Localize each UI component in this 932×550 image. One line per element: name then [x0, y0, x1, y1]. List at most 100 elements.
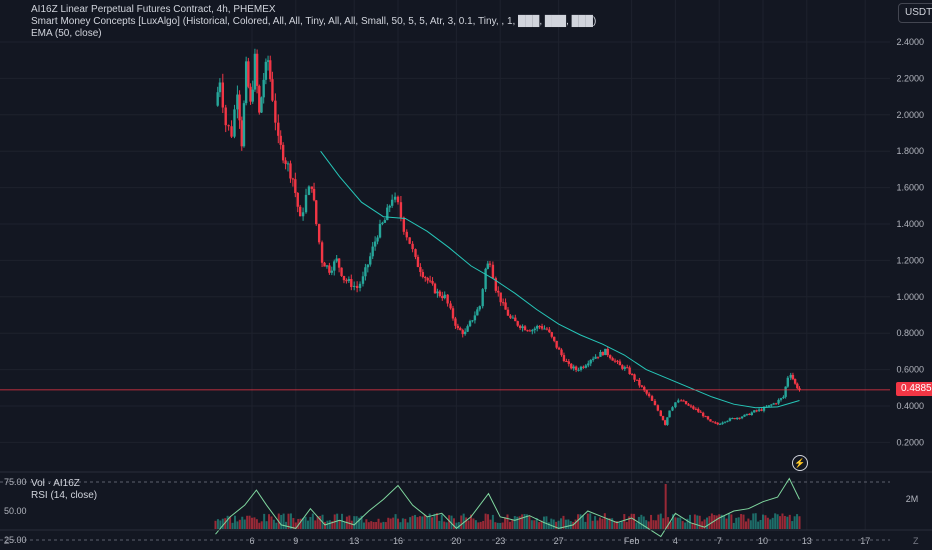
- volume-bar: [462, 513, 465, 529]
- candle-body: [421, 272, 425, 278]
- volume-bar: [577, 514, 580, 529]
- candle-body: [535, 326, 539, 329]
- volume-bar: [258, 522, 261, 529]
- candle-body: [253, 53, 257, 90]
- symbol-title[interactable]: AI16Z Linear Perpetual Futures Contract,…: [31, 4, 276, 16]
- candle-body: [616, 360, 619, 362]
- volume-bar: [233, 515, 236, 529]
- candle-body: [653, 400, 657, 406]
- volume-bar: [538, 522, 541, 529]
- volume-bar: [484, 513, 487, 529]
- volume-bar: [508, 521, 511, 529]
- volume-bar: [723, 515, 726, 529]
- candle-body: [446, 294, 449, 304]
- smc-indicator-legend[interactable]: Smart Money Concepts [LuxAlgo] (Historic…: [31, 16, 596, 28]
- rsi-line: [215, 477, 800, 538]
- candle-body: [296, 192, 299, 207]
- candle-body: [650, 396, 654, 401]
- volume-bar: [438, 520, 441, 529]
- candle-body: [647, 393, 651, 397]
- volume-bar: [297, 518, 300, 529]
- candle-body: [463, 331, 467, 335]
- volume-bar: [652, 520, 655, 529]
- volume-bar: [620, 521, 623, 529]
- volume-bar: [331, 521, 334, 529]
- volume-bar: [669, 521, 672, 529]
- lightning-icon[interactable]: ⚡: [792, 455, 808, 471]
- candle-body: [608, 355, 612, 359]
- candle-body: [358, 283, 362, 289]
- candle-body: [497, 290, 500, 293]
- rsi-tick-label: 25.00: [4, 535, 27, 545]
- candle-body: [424, 277, 427, 279]
- candle-body: [376, 237, 379, 242]
- volume-bar: [243, 519, 246, 529]
- volume-bar: [647, 521, 650, 529]
- volume-bar: [387, 517, 390, 529]
- candle-body: [471, 320, 474, 322]
- time-tick-label: 17: [860, 536, 870, 546]
- volume-bar: [796, 514, 799, 529]
- volume-bar: [659, 513, 662, 529]
- time-axis[interactable]: 6 9 13 16 20 23 27 Feb 4 7 10 13 17: [249, 536, 870, 546]
- volume-bar: [421, 516, 424, 529]
- volume-bar: [686, 518, 689, 529]
- volume-bar: [645, 520, 648, 529]
- candle-body: [393, 196, 397, 200]
- candle-body: [706, 416, 710, 420]
- candle-body: [330, 270, 334, 273]
- price-tick-label: 1.0000: [896, 292, 924, 302]
- volume-bar: [224, 518, 227, 529]
- volume-bar: [679, 517, 682, 529]
- candle-body: [671, 407, 674, 411]
- candle-body: [433, 283, 437, 294]
- candle-body: [784, 386, 787, 397]
- candle-body: [441, 296, 444, 299]
- candle-body: [291, 178, 295, 180]
- volume-bar: [229, 516, 232, 529]
- candle-body: [279, 135, 282, 145]
- volume-bar: [625, 521, 628, 529]
- rsi-indicator-legend[interactable]: RSI (14, close): [31, 490, 97, 502]
- candle-body: [697, 408, 700, 412]
- volume-bar: [496, 522, 499, 529]
- volume-bar: [319, 515, 322, 529]
- candle-body: [562, 355, 566, 362]
- volume-bar: [285, 521, 288, 529]
- volume-bar: [268, 514, 271, 529]
- timezone-left-label[interactable]: Z: [4, 536, 10, 546]
- candle-body: [361, 276, 365, 284]
- candle-body: [262, 79, 265, 98]
- volume-bar: [358, 517, 361, 529]
- volume-bar: [557, 520, 560, 529]
- candle-body: [402, 217, 406, 232]
- volume-bar: [550, 518, 553, 529]
- volume-bar: [684, 522, 687, 529]
- volume-bar: [601, 518, 604, 529]
- candle-body: [312, 188, 316, 201]
- candle-body: [258, 85, 261, 113]
- volume-bar: [708, 516, 711, 529]
- time-tick-label: 7: [717, 536, 722, 546]
- symbol-title-text: AI16Z Linear Perpetual Futures Contract,…: [31, 4, 276, 15]
- candle-body: [260, 97, 263, 113]
- volume-bar: [766, 517, 769, 529]
- volume-bar: [343, 521, 346, 529]
- price-tick-label: 0.4000: [896, 401, 924, 411]
- volume-indicator-legend[interactable]: Vol · AI16Z: [31, 478, 80, 490]
- volume-bar: [382, 521, 385, 529]
- price-tick-label: 0.2000: [896, 437, 924, 447]
- price-axis[interactable]: 2.4000 2.2000 2.0000 1.8000 1.6000 1.4000 1.20…: [896, 37, 924, 447]
- candle-body: [755, 410, 758, 412]
- currency-button[interactable]: USDT: [898, 3, 932, 23]
- timezone-right-label[interactable]: Z: [913, 536, 919, 546]
- candle-body: [449, 303, 452, 309]
- volume-bar: [640, 514, 643, 529]
- candle-body: [506, 309, 510, 316]
- volume-bar: [260, 521, 263, 529]
- volume-bar: [681, 521, 684, 529]
- candle-body: [523, 326, 527, 331]
- volume-bar: [365, 519, 368, 529]
- ema-indicator-legend[interactable]: EMA (50, close): [31, 28, 102, 40]
